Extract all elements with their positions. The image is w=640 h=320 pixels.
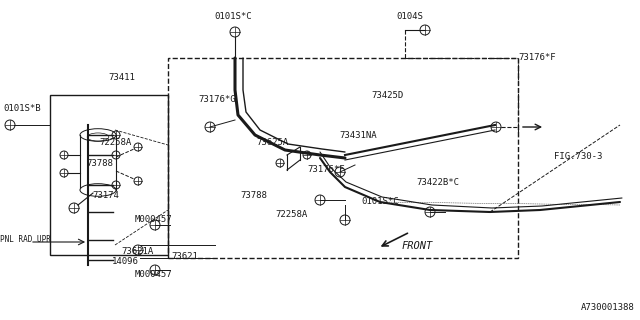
Text: M000457: M000457 <box>134 215 172 224</box>
Text: 0101S*C: 0101S*C <box>362 197 399 206</box>
Text: 73425D: 73425D <box>371 92 403 100</box>
Text: 14096: 14096 <box>112 257 139 266</box>
Text: 73621: 73621 <box>172 252 198 261</box>
Text: 73621A: 73621A <box>122 247 154 256</box>
Text: 72258A: 72258A <box>275 210 307 219</box>
Text: 0104S: 0104S <box>397 12 424 21</box>
Text: FRONT: FRONT <box>402 241 433 251</box>
Text: 73174: 73174 <box>93 191 120 200</box>
Text: 73788: 73788 <box>240 191 267 200</box>
Ellipse shape <box>80 129 116 141</box>
Text: FIG.730-3: FIG.730-3 <box>554 152 602 161</box>
Text: 72258A: 72258A <box>99 138 131 147</box>
Text: 73176*G: 73176*G <box>198 95 236 104</box>
Text: M000457: M000457 <box>134 270 172 279</box>
Bar <box>168 58 518 258</box>
Text: 73431NA: 73431NA <box>339 131 377 140</box>
Text: 73625A: 73625A <box>256 138 288 147</box>
Text: 0101S*C: 0101S*C <box>215 12 252 21</box>
Bar <box>50 95 168 255</box>
Text: 0101S*B: 0101S*B <box>3 104 41 113</box>
Text: 73788: 73788 <box>86 159 113 168</box>
Text: 73422B*C: 73422B*C <box>416 178 459 187</box>
Text: PNL RAD UPR: PNL RAD UPR <box>0 235 51 244</box>
Text: A730001388: A730001388 <box>581 303 635 312</box>
Text: 73411: 73411 <box>108 73 135 82</box>
Ellipse shape <box>80 184 116 196</box>
Text: 73176*F: 73176*F <box>307 165 345 174</box>
Text: 73176*F: 73176*F <box>518 53 556 62</box>
